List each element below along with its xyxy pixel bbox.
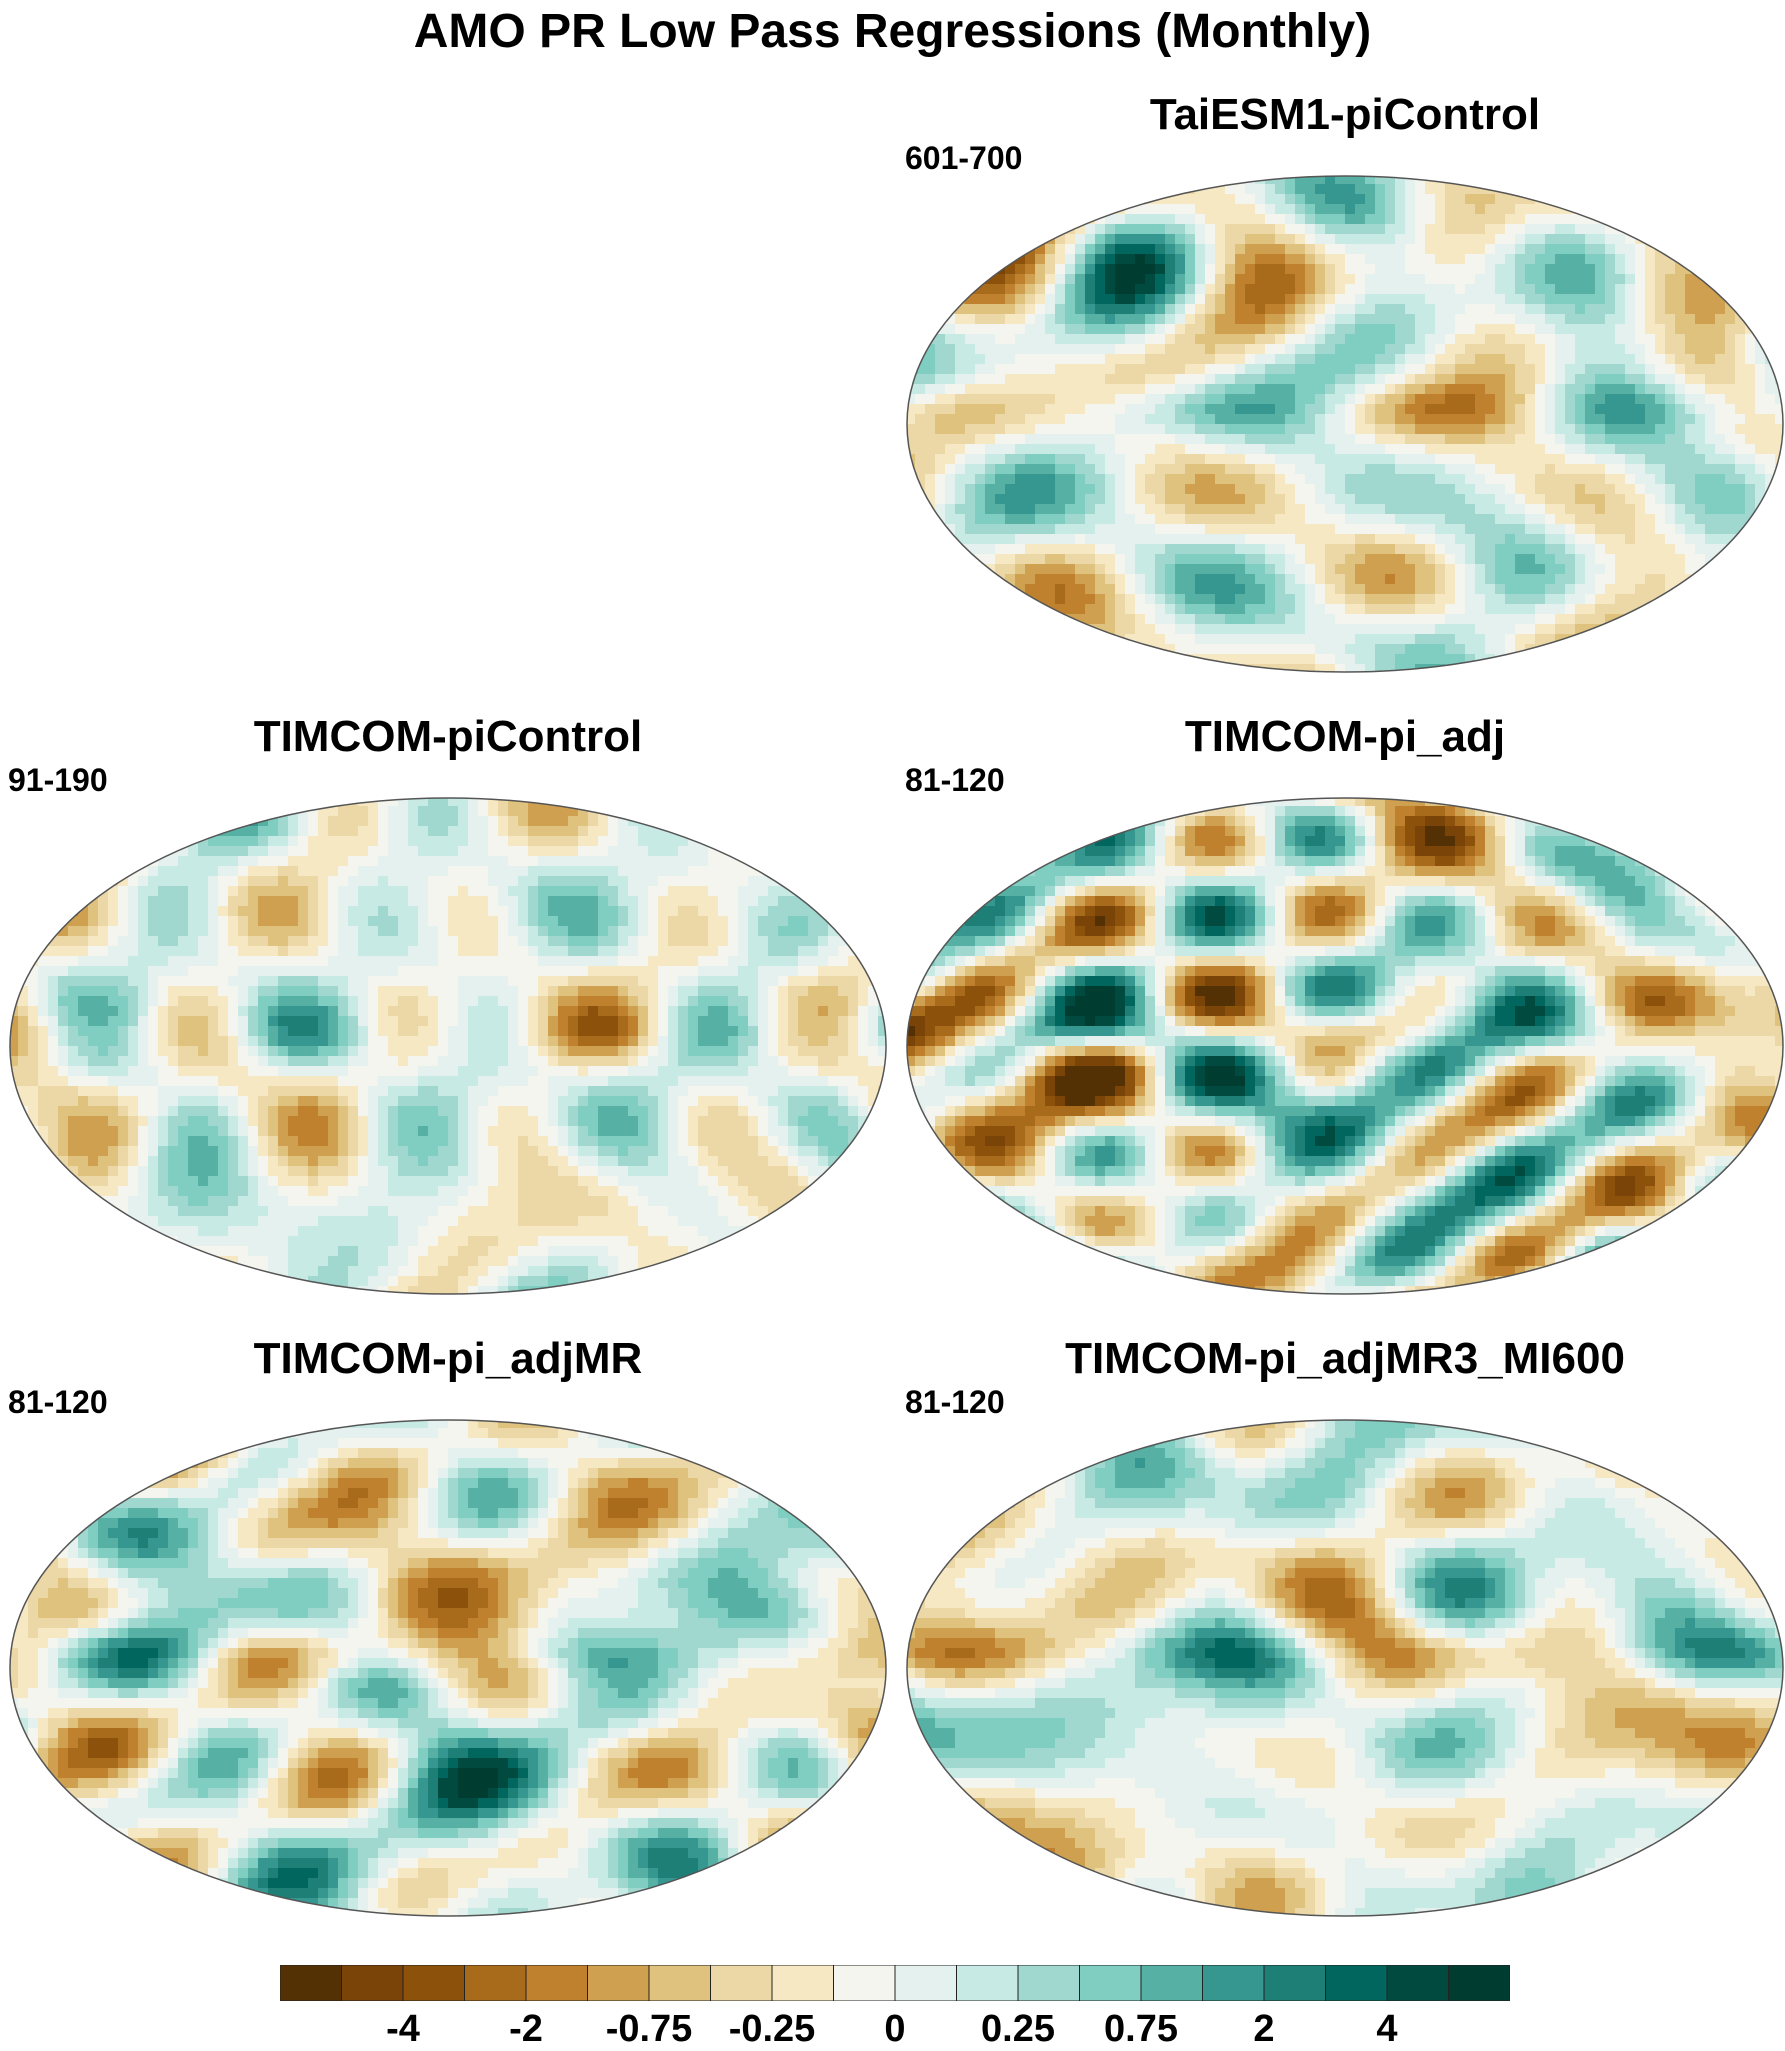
colorbar-tick-label: -4: [386, 2008, 420, 2051]
map-panel-timcom-pi-adjmr: TIMCOM-pi_adjMR 81-120: [8, 1334, 888, 1924]
figure-title: AMO PR Low Pass Regressions (Monthly): [0, 4, 1785, 59]
panel-title: TIMCOM-piControl: [8, 712, 888, 762]
colorbar-swatch: [1264, 1965, 1326, 2001]
panel-title: TaiESM1-piControl: [905, 90, 1785, 140]
colorbar-swatch: [1326, 1965, 1388, 2001]
colorbar-swatch: [465, 1965, 527, 2001]
colorbar-tick-label: -0.75: [606, 2008, 693, 2051]
colorbar-swatch: [711, 1965, 773, 2001]
map-panel-timcom-pi-adj: TIMCOM-pi_adj 81-120: [905, 712, 1785, 1302]
colorbar-tick-label: 2: [1253, 2008, 1274, 2051]
period-label: 81-120: [905, 1384, 1005, 1421]
regression-map: [905, 1418, 1785, 1918]
colorbar-swatch: [649, 1965, 711, 2001]
colorbar-swatch: [280, 1965, 342, 2001]
colorbar-swatch: [1387, 1965, 1449, 2001]
colorbar-tick-label: 0.25: [981, 2008, 1055, 2051]
colorbar-swatch: [772, 1965, 834, 2001]
colorbar-tick-label: 0: [884, 2008, 905, 2051]
colorbar-swatch: [1203, 1965, 1265, 2001]
colorbar-swatch: [895, 1965, 957, 2001]
colorbar-swatch: [834, 1965, 896, 2001]
panel-title: TIMCOM-pi_adjMR: [8, 1334, 888, 1384]
colorbar-swatch: [403, 1965, 465, 2001]
regression-map: [905, 796, 1785, 1296]
map-panel-taiesm1-picontrol: TaiESM1-piControl 601-700: [905, 90, 1785, 680]
period-label: 601-700: [905, 140, 1022, 177]
regression-map: [905, 174, 1785, 674]
map-panel-timcom-picontrol: TIMCOM-piControl 91-190: [8, 712, 888, 1302]
colorbar-swatch: [957, 1965, 1019, 2001]
colorbar-swatch: [1141, 1965, 1203, 2001]
period-label: 91-190: [8, 762, 108, 799]
map-panel-timcom-pi-adjmr3-mi600: TIMCOM-pi_adjMR3_MI600 81-120: [905, 1334, 1785, 1924]
period-label: 81-120: [8, 1384, 108, 1421]
colorbar-tick-label: -2: [509, 2008, 543, 2051]
colorbar-swatch: [588, 1965, 650, 2001]
colorbar-swatch: [526, 1965, 588, 2001]
colorbar-swatch: [1080, 1965, 1142, 2001]
colorbar-tick-label: -0.25: [729, 2008, 816, 2051]
panel-title: TIMCOM-pi_adj: [905, 712, 1785, 762]
colorbar-swatch: [1018, 1965, 1080, 2001]
colorbar-swatch: [1449, 1965, 1511, 2001]
panel-title: TIMCOM-pi_adjMR3_MI600: [905, 1334, 1785, 1384]
colorbar: [280, 1965, 1510, 2001]
colorbar-tick-label: 4: [1376, 2008, 1397, 2051]
regression-map: [8, 796, 888, 1296]
colorbar-swatch: [342, 1965, 404, 2001]
colorbar-tick-label: 0.75: [1104, 2008, 1178, 2051]
period-label: 81-120: [905, 762, 1005, 799]
regression-map: [8, 1418, 888, 1918]
